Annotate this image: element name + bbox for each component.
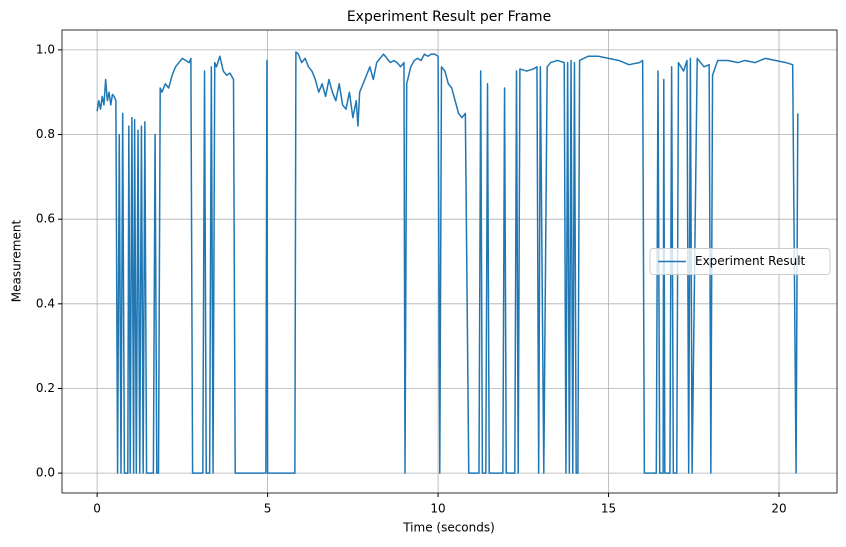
chart-title: Experiment Result per Frame — [347, 9, 551, 25]
y-axis-label: Measurement — [10, 220, 24, 303]
y-tick-label: 0.4 — [36, 296, 55, 310]
legend-box — [649, 248, 831, 275]
y-tick-label: 0.8 — [36, 127, 55, 141]
y-tick-label: 0.6 — [36, 212, 55, 226]
x-tick-label: 5 — [264, 502, 272, 516]
x-tick-label: 15 — [601, 502, 616, 516]
legend-label: Experiment Result — [695, 254, 806, 268]
y-tick-label: 0.2 — [36, 381, 55, 395]
plot-frame — [61, 29, 838, 494]
x-axis-label: Time (seconds) — [402, 521, 495, 535]
y-tick-label: 0.0 — [36, 466, 55, 480]
x-tick-label: 20 — [771, 502, 786, 516]
x-tick-label: 10 — [430, 502, 445, 516]
x-tick-label: 0 — [93, 502, 101, 516]
data-line — [96, 51, 799, 474]
y-tick-label: 1.0 — [36, 42, 55, 56]
